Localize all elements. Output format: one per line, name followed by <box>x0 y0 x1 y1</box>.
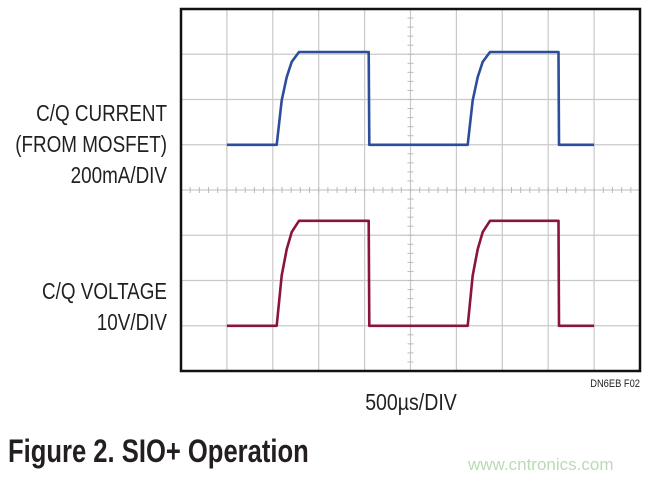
figure-title: Figure 2. SIO+ Operation <box>8 434 309 469</box>
current-label-line-2: (FROM MOSFET) <box>15 132 167 157</box>
scope-frame <box>179 7 642 373</box>
voltage-label: C/Q VOLTAGE <box>42 279 167 304</box>
voltage-trace <box>226 219 595 328</box>
voltage-scale-label: 10V/DIV <box>97 310 167 335</box>
current-trace <box>226 50 595 147</box>
current-label-line-1: C/Q CURRENT <box>36 101 167 126</box>
figure-id: DN6EB F02 <box>590 378 640 390</box>
grid <box>181 9 640 371</box>
current-scale-label: 200mA/DIV <box>71 163 167 188</box>
x-axis-label: 500µs/DIV <box>365 390 457 416</box>
watermark: www.cntronics.com <box>467 455 613 474</box>
traces <box>226 50 595 328</box>
